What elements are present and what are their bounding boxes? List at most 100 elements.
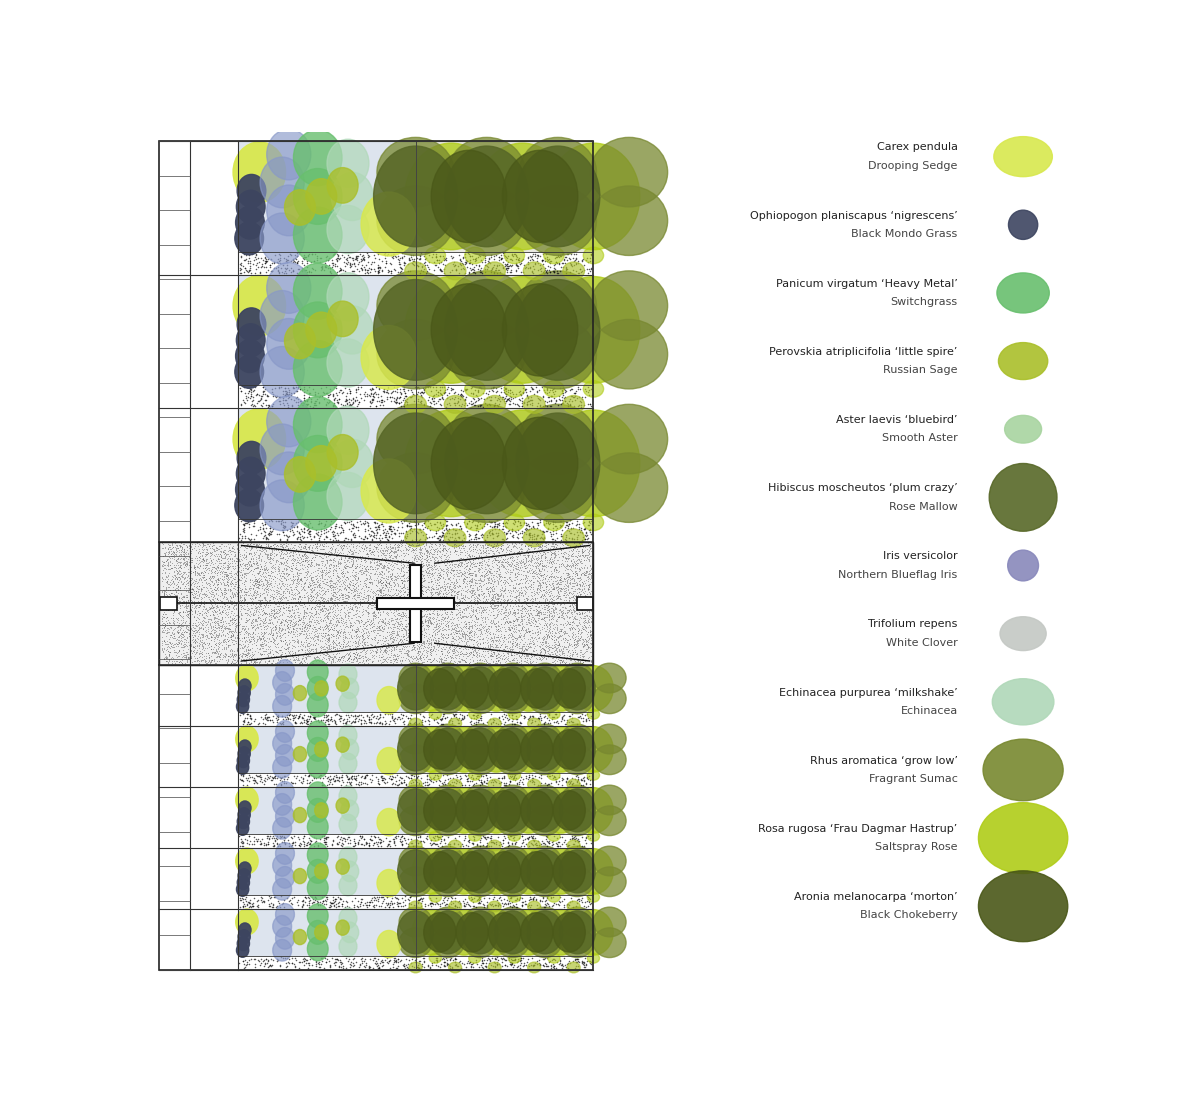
Point <box>534 565 553 583</box>
Point <box>335 585 354 603</box>
Point <box>563 564 582 582</box>
Point <box>505 623 524 640</box>
Point <box>215 631 234 649</box>
Point <box>536 615 556 632</box>
Point <box>443 528 462 546</box>
Point <box>391 542 410 560</box>
Point <box>346 598 365 616</box>
Point <box>383 383 402 400</box>
Point <box>277 710 296 727</box>
Point <box>540 559 559 576</box>
Point <box>397 585 416 603</box>
Point <box>199 634 218 651</box>
Point <box>302 645 322 662</box>
Point <box>256 546 275 563</box>
Point <box>368 956 388 974</box>
Point <box>157 551 176 569</box>
Point <box>379 544 398 562</box>
Point <box>298 586 317 604</box>
Point <box>257 387 276 405</box>
Point <box>238 626 257 644</box>
Point <box>560 395 580 412</box>
Point <box>457 630 476 648</box>
Point <box>408 891 427 909</box>
Point <box>454 573 473 591</box>
Point <box>263 521 282 539</box>
Point <box>416 563 436 581</box>
Point <box>538 619 557 637</box>
Point <box>251 396 270 414</box>
Point <box>476 954 496 971</box>
Point <box>264 559 283 576</box>
Point <box>233 617 252 635</box>
Point <box>446 649 466 667</box>
Point <box>524 635 544 652</box>
Point <box>206 637 226 654</box>
Point <box>468 706 487 724</box>
Point <box>458 638 478 656</box>
Point <box>406 548 425 565</box>
Point <box>281 606 300 624</box>
Point <box>317 619 336 637</box>
Point <box>460 264 479 282</box>
Point <box>271 621 290 639</box>
Point <box>530 575 550 593</box>
Point <box>359 834 378 851</box>
Point <box>425 832 444 849</box>
Point <box>533 957 552 975</box>
Point <box>554 623 574 640</box>
Point <box>354 564 373 582</box>
Point <box>250 653 269 671</box>
Point <box>580 540 599 558</box>
Point <box>334 569 353 586</box>
Point <box>478 828 497 846</box>
Point <box>192 625 211 642</box>
Point <box>445 640 464 658</box>
Point <box>209 551 228 569</box>
Point <box>487 956 506 974</box>
Point <box>158 654 178 672</box>
Point <box>211 626 230 644</box>
Point <box>548 632 568 650</box>
Point <box>515 554 534 572</box>
Point <box>530 538 550 556</box>
Text: Switchgrass: Switchgrass <box>890 297 958 307</box>
Point <box>536 578 556 595</box>
Point <box>330 535 349 552</box>
Point <box>282 608 301 626</box>
Point <box>302 654 322 672</box>
Point <box>167 596 186 614</box>
Point <box>443 603 462 620</box>
Point <box>173 565 192 583</box>
Point <box>478 557 497 574</box>
Ellipse shape <box>528 908 562 937</box>
Point <box>493 648 512 666</box>
Point <box>352 564 371 582</box>
Point <box>300 526 319 543</box>
Point <box>316 619 335 637</box>
Point <box>407 538 426 556</box>
Point <box>212 616 232 634</box>
Point <box>557 896 576 914</box>
Point <box>384 245 403 263</box>
Point <box>552 652 571 670</box>
Point <box>564 535 583 552</box>
Point <box>190 578 209 595</box>
Point <box>224 612 244 629</box>
Point <box>356 642 376 660</box>
Point <box>552 580 571 597</box>
Point <box>554 386 574 404</box>
Point <box>322 612 341 629</box>
Point <box>241 554 260 572</box>
Point <box>436 629 455 647</box>
Point <box>316 617 335 635</box>
Point <box>250 586 269 604</box>
Point <box>169 635 188 652</box>
Point <box>448 610 467 628</box>
Point <box>518 597 538 615</box>
Point <box>372 834 391 851</box>
Point <box>539 637 558 654</box>
Point <box>253 519 272 537</box>
Point <box>269 512 288 529</box>
Point <box>570 379 589 397</box>
